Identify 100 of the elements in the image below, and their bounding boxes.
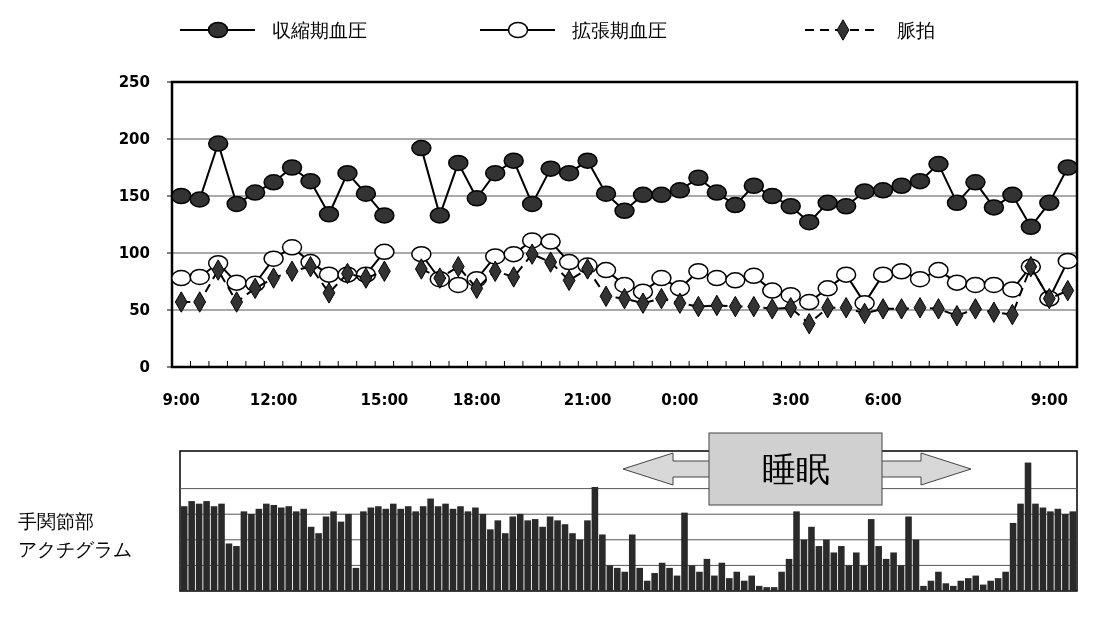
x-tick-label: 12:00 [249,391,298,409]
point [780,198,801,215]
point [429,207,451,224]
point [411,139,432,157]
point [725,272,746,289]
point [448,154,469,172]
point [1057,159,1079,176]
legend-label: 拡張期血圧 [572,18,667,41]
point [374,207,395,224]
point [263,174,284,191]
point [651,186,672,204]
y-axis-title: 手関節部アクチグラム [18,510,132,560]
point [521,195,543,213]
y-tick-label: 100 [118,244,150,263]
y-tick-label: 150 [118,187,150,206]
point [651,269,672,287]
point [189,268,210,286]
point [854,183,875,200]
legend-label: 脈拍 [897,18,935,41]
point [669,280,691,297]
point [835,198,857,215]
point [817,280,838,297]
point [337,164,358,182]
y-tick-label: 50 [129,301,150,320]
point [669,182,691,199]
point [558,164,580,182]
point [281,159,303,176]
x-tick-label: 0:00 [661,391,699,409]
point [817,194,838,212]
point [558,253,580,271]
point [540,160,561,177]
point [226,274,247,291]
point [965,174,986,191]
point [540,233,561,250]
point [484,164,506,182]
point [928,155,949,173]
y-tick-label: 250 [118,73,150,92]
point [762,187,783,205]
point [503,152,524,169]
point [281,239,303,256]
point [872,266,894,283]
point [891,262,912,280]
point [1002,281,1023,298]
point [244,184,266,201]
point [1002,186,1023,204]
point [466,190,487,207]
x-tick-label: 21:00 [563,391,612,409]
point [318,205,340,223]
point [170,187,192,205]
point [1057,252,1079,270]
point [743,177,765,194]
point [226,195,247,213]
point [798,293,820,311]
x-tick-label: 6:00 [864,391,902,409]
point [725,196,746,214]
point [207,135,229,152]
point [909,172,931,190]
x-tick-label: 9:00 [162,391,200,409]
point [835,266,857,283]
point [688,262,709,280]
point [503,245,524,263]
point [614,276,635,294]
point [263,250,284,267]
point [1039,194,1060,212]
point [909,270,931,288]
x-tick-label: 3:00 [772,391,810,409]
point [928,261,949,279]
point [798,213,820,231]
x-tick-label: 9:00 [1030,391,1068,409]
point [595,261,617,279]
y-tick-label: 0 [139,358,150,377]
point [891,177,912,194]
point [706,184,728,201]
point [614,202,635,220]
point [872,182,894,199]
x-tick-label: 18:00 [452,391,501,409]
point [300,172,321,190]
point [170,269,192,287]
point [374,243,395,261]
point [762,282,783,299]
point [411,245,432,263]
x-tick-label: 15:00 [360,391,409,409]
point [1020,218,1042,236]
point [946,194,968,212]
y-tick-label: 200 [118,130,150,149]
point [743,267,765,285]
point [688,169,709,187]
point [946,274,968,291]
point [318,266,340,283]
point [983,276,1005,294]
point [632,186,654,204]
point [448,276,469,294]
point [706,269,728,287]
point [484,248,506,265]
point [189,191,210,208]
point [983,199,1005,216]
point [965,276,986,294]
point [355,185,377,202]
legend-label: 収縮期血圧 [272,18,367,41]
point [595,185,617,202]
